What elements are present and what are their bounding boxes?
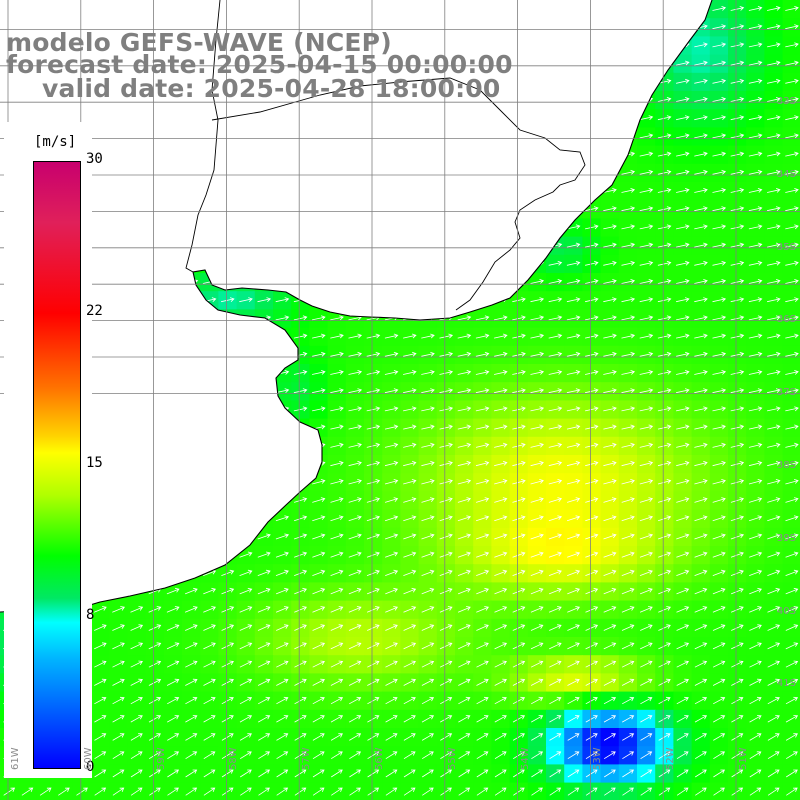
latitude-label: 35S [776, 241, 796, 253]
land-mask [0, 0, 712, 612]
longitude-label: 59W [155, 747, 167, 770]
latitude-label: 41S [776, 678, 796, 690]
colorbar-tick: 0 [86, 759, 95, 775]
latitude-label: 38S [776, 460, 796, 471]
longitude-label: 52W [665, 747, 677, 770]
latitude-label: 33S [776, 96, 796, 107]
model-title: modelo GEFS-WAVE (NCEP) [6, 28, 392, 57]
latitude-label: 37S [776, 387, 796, 399]
longitude-label: 60W [82, 747, 94, 770]
longitude-label: 51W [738, 747, 749, 770]
latitude-label: 36S [776, 314, 796, 326]
colorbar-tick: 8 [86, 607, 95, 623]
colorbar-tick: 22 [86, 303, 103, 319]
colorbar [33, 161, 81, 769]
longitude-label: 56W [374, 747, 385, 770]
latitude-label: 34S [776, 168, 796, 180]
longitude-label: 58W [228, 747, 240, 770]
forecast-date: forecast date: 2025-04-15 00:00:00 [6, 50, 513, 79]
longitude-label: 53W [592, 747, 604, 770]
longitude-label: 61W [10, 747, 21, 770]
latitude-label: 39S [776, 532, 796, 544]
colorbar-tick: 30 [86, 151, 103, 167]
colorbar-tick: 15 [86, 455, 103, 471]
coastline [0, 0, 713, 613]
country-borders [185, 0, 586, 311]
longitude-label: 57W [301, 747, 313, 770]
valid-date: valid date: 2025-04-28 18:00:00 [42, 74, 501, 103]
longitude-label: 54W [519, 747, 531, 770]
colorbar-unit: [m/s] [34, 134, 77, 150]
longitude-label: 55W [446, 747, 458, 770]
latitude-label: 40S [776, 605, 796, 617]
